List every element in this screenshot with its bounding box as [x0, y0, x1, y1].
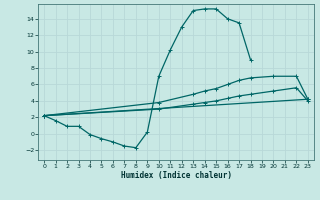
X-axis label: Humidex (Indice chaleur): Humidex (Indice chaleur) [121, 171, 231, 180]
